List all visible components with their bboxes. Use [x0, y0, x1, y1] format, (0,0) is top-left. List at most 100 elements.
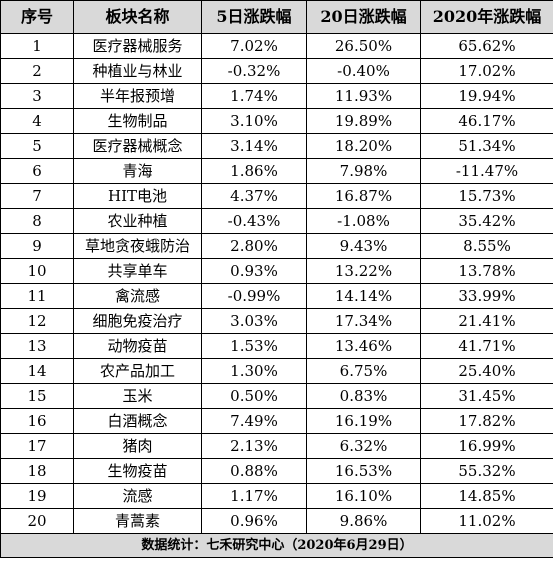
rank-cell: 19 — [0, 483, 74, 509]
sector-name-cell: 种植业与林业 — [73, 58, 202, 84]
rank-cell: 14 — [0, 358, 74, 384]
change-2020-cell: 35.42% — [420, 208, 553, 234]
change-2020-cell: 17.82% — [420, 408, 553, 434]
sector-name-cell: 半年报预增 — [73, 83, 202, 109]
change-5day-cell: 4.37% — [201, 183, 307, 209]
change-20day-cell: 16.53% — [306, 458, 421, 484]
table-row: 13 动物疫苗 1.53% 13.46% 41.71% — [0, 333, 553, 359]
header-rank: 序号 — [0, 0, 74, 34]
sector-name-cell: 流感 — [73, 483, 202, 509]
change-2020-cell: 65.62% — [420, 33, 553, 59]
change-2020-cell: 15.73% — [420, 183, 553, 209]
change-5day-cell: 1.30% — [201, 358, 307, 384]
table-row: 2 种植业与林业 -0.32% -0.40% 17.02% — [0, 58, 553, 84]
change-2020-cell: 16.99% — [420, 433, 553, 459]
change-20day-cell: 6.75% — [306, 358, 421, 384]
change-5day-cell: 0.96% — [201, 508, 307, 534]
table-header: 序号 板块名称 5日涨跌幅 20日涨跌幅 2020年涨跌幅 — [0, 0, 553, 34]
change-5day-cell: 3.10% — [201, 108, 307, 134]
sector-name-cell: 生物疫苗 — [73, 458, 202, 484]
sector-name-cell: 青蒿素 — [73, 508, 202, 534]
header-2020-change: 2020年涨跌幅 — [420, 0, 553, 34]
change-2020-cell: 25.40% — [420, 358, 553, 384]
change-2020-cell: 8.55% — [420, 233, 553, 259]
change-20day-cell: 7.98% — [306, 158, 421, 184]
change-2020-cell: 11.02% — [420, 508, 553, 534]
rank-cell: 11 — [0, 283, 74, 309]
sector-name-cell: 青海 — [73, 158, 202, 184]
change-2020-cell: -11.47% — [420, 158, 553, 184]
change-20day-cell: 26.50% — [306, 33, 421, 59]
change-5day-cell: 0.50% — [201, 383, 307, 409]
table-row: 9 草地贪夜蛾防治 2.80% 9.43% 8.55% — [0, 233, 553, 259]
change-5day-cell: 7.02% — [201, 33, 307, 59]
change-20day-cell: 11.93% — [306, 83, 421, 109]
rank-cell: 15 — [0, 383, 74, 409]
rank-cell: 1 — [0, 33, 74, 59]
sector-name-cell: 动物疫苗 — [73, 333, 202, 359]
change-2020-cell: 33.99% — [420, 283, 553, 309]
change-5day-cell: 1.74% — [201, 83, 307, 109]
rank-cell: 13 — [0, 333, 74, 359]
sector-name-cell: 细胞免疫治疗 — [73, 308, 202, 334]
change-5day-cell: 1.17% — [201, 483, 307, 509]
header-20day-change: 20日涨跌幅 — [306, 0, 421, 34]
table-row: 19 流感 1.17% 16.10% 14.85% — [0, 483, 553, 509]
change-20day-cell: 14.14% — [306, 283, 421, 309]
table-row: 10 共享单车 0.93% 13.22% 13.78% — [0, 258, 553, 284]
sector-name-cell: 白酒概念 — [73, 408, 202, 434]
footer-row: 数据统计：七禾研究中心（2020年6月29日） — [0, 533, 553, 558]
sector-name-cell: 医疗器械概念 — [73, 133, 202, 159]
change-20day-cell: 9.43% — [306, 233, 421, 259]
change-2020-cell: 14.85% — [420, 483, 553, 509]
change-5day-cell: 0.93% — [201, 258, 307, 284]
rank-cell: 7 — [0, 183, 74, 209]
sector-name-cell: HIT电池 — [73, 183, 202, 209]
change-2020-cell: 13.78% — [420, 258, 553, 284]
table-row: 5 医疗器械概念 3.14% 18.20% 51.34% — [0, 133, 553, 159]
change-5day-cell: 3.14% — [201, 133, 307, 159]
rank-cell: 5 — [0, 133, 74, 159]
table-row: 12 细胞免疫治疗 3.03% 17.34% 21.41% — [0, 308, 553, 334]
rank-cell: 6 — [0, 158, 74, 184]
rank-cell: 10 — [0, 258, 74, 284]
change-2020-cell: 55.32% — [420, 458, 553, 484]
change-2020-cell: 21.41% — [420, 308, 553, 334]
change-2020-cell: 46.17% — [420, 108, 553, 134]
sector-name-cell: 草地贪夜蛾防治 — [73, 233, 202, 259]
change-5day-cell: 1.86% — [201, 158, 307, 184]
change-20day-cell: 13.46% — [306, 333, 421, 359]
header-sector-name: 板块名称 — [73, 0, 202, 34]
change-20day-cell: 0.83% — [306, 383, 421, 409]
table-row: 7 HIT电池 4.37% 16.87% 15.73% — [0, 183, 553, 209]
change-2020-cell: 51.34% — [420, 133, 553, 159]
change-20day-cell: 19.89% — [306, 108, 421, 134]
sector-name-cell: 猪肉 — [73, 433, 202, 459]
change-5day-cell: -0.43% — [201, 208, 307, 234]
rank-cell: 12 — [0, 308, 74, 334]
table-row: 20 青蒿素 0.96% 9.86% 11.02% — [0, 508, 553, 534]
change-5day-cell: 1.53% — [201, 333, 307, 359]
change-20day-cell: 18.20% — [306, 133, 421, 159]
rank-cell: 18 — [0, 458, 74, 484]
change-5day-cell: -0.99% — [201, 283, 307, 309]
change-20day-cell: -1.08% — [306, 208, 421, 234]
change-2020-cell: 41.71% — [420, 333, 553, 359]
sector-name-cell: 玉米 — [73, 383, 202, 409]
rank-cell: 4 — [0, 108, 74, 134]
change-5day-cell: -0.32% — [201, 58, 307, 84]
table-body: 1 医疗器械服务 7.02% 26.50% 65.62% 2 种植业与林业 -0.32% -0.… — [0, 33, 553, 534]
table-row: 18 生物疫苗 0.88% 16.53% 55.32% — [0, 458, 553, 484]
header-5day-change: 5日涨跌幅 — [201, 0, 307, 34]
rank-cell: 9 — [0, 233, 74, 259]
change-20day-cell: 16.10% — [306, 483, 421, 509]
sector-name-cell: 医疗器械服务 — [73, 33, 202, 59]
change-5day-cell: 7.49% — [201, 408, 307, 434]
rank-cell: 17 — [0, 433, 74, 459]
rank-cell: 8 — [0, 208, 74, 234]
change-20day-cell: 16.19% — [306, 408, 421, 434]
table-row: 4 生物制品 3.10% 19.89% 46.17% — [0, 108, 553, 134]
table-row: 17 猪肉 2.13% 6.32% 16.99% — [0, 433, 553, 459]
sector-name-cell: 生物制品 — [73, 108, 202, 134]
